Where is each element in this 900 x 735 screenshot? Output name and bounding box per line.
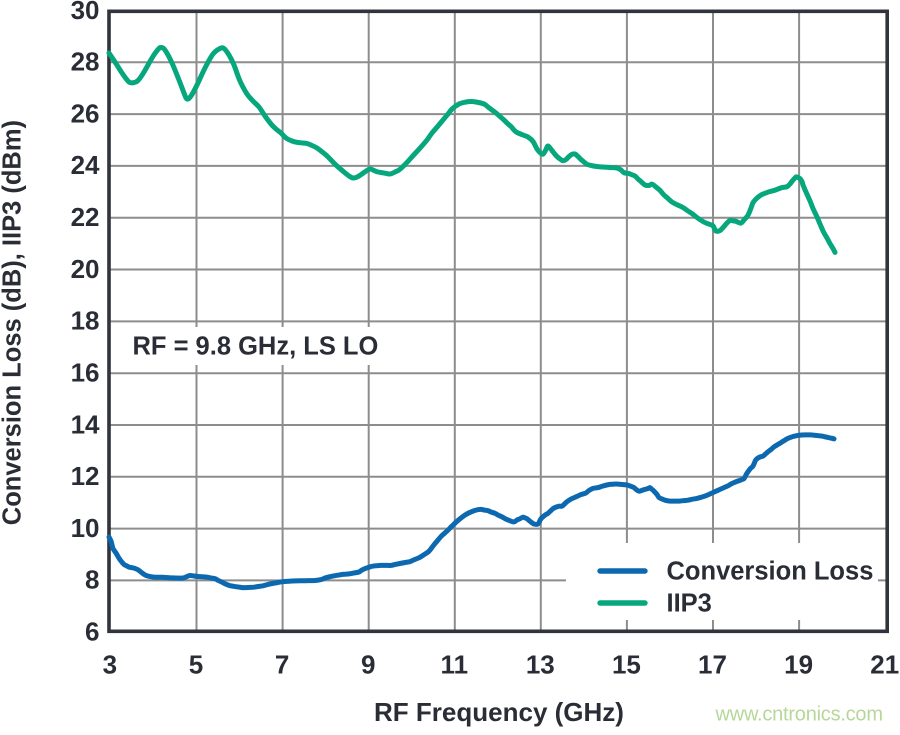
svg-text:7: 7 bbox=[275, 649, 289, 679]
svg-text:IIP3: IIP3 bbox=[667, 590, 712, 618]
svg-text:15: 15 bbox=[612, 649, 641, 679]
svg-text:6: 6 bbox=[85, 617, 99, 647]
svg-text:18: 18 bbox=[71, 306, 100, 336]
svg-text:11: 11 bbox=[441, 649, 469, 679]
svg-text:13: 13 bbox=[526, 649, 555, 679]
svg-text:Conversion Loss: Conversion Loss bbox=[667, 558, 874, 586]
svg-text:30: 30 bbox=[71, 0, 100, 25]
svg-text:RF = 9.8 GHz, LS LO: RF = 9.8 GHz, LS LO bbox=[133, 333, 379, 361]
svg-text:5: 5 bbox=[189, 649, 203, 679]
svg-text:21: 21 bbox=[870, 649, 899, 679]
svg-text:17: 17 bbox=[698, 649, 727, 679]
svg-text:14: 14 bbox=[71, 409, 100, 439]
svg-text:3: 3 bbox=[103, 649, 117, 679]
svg-text:9: 9 bbox=[361, 649, 375, 679]
svg-text:RF Frequency (GHz): RF Frequency (GHz) bbox=[374, 697, 624, 727]
svg-text:24: 24 bbox=[71, 150, 100, 180]
svg-text:8: 8 bbox=[85, 565, 99, 595]
svg-text:12: 12 bbox=[71, 461, 100, 491]
svg-text:20: 20 bbox=[71, 254, 100, 284]
svg-text:10: 10 bbox=[71, 513, 100, 543]
svg-text:22: 22 bbox=[71, 202, 100, 232]
svg-text:16: 16 bbox=[71, 358, 100, 388]
svg-text:www.cntronics.com: www.cntronics.com bbox=[715, 704, 884, 726]
svg-text:28: 28 bbox=[71, 47, 100, 77]
svg-text:Conversion Loss (dB), IIP3 (dB: Conversion Loss (dB), IIP3 (dBm) bbox=[0, 120, 27, 525]
svg-text:19: 19 bbox=[784, 649, 813, 679]
svg-text:26: 26 bbox=[71, 98, 100, 128]
